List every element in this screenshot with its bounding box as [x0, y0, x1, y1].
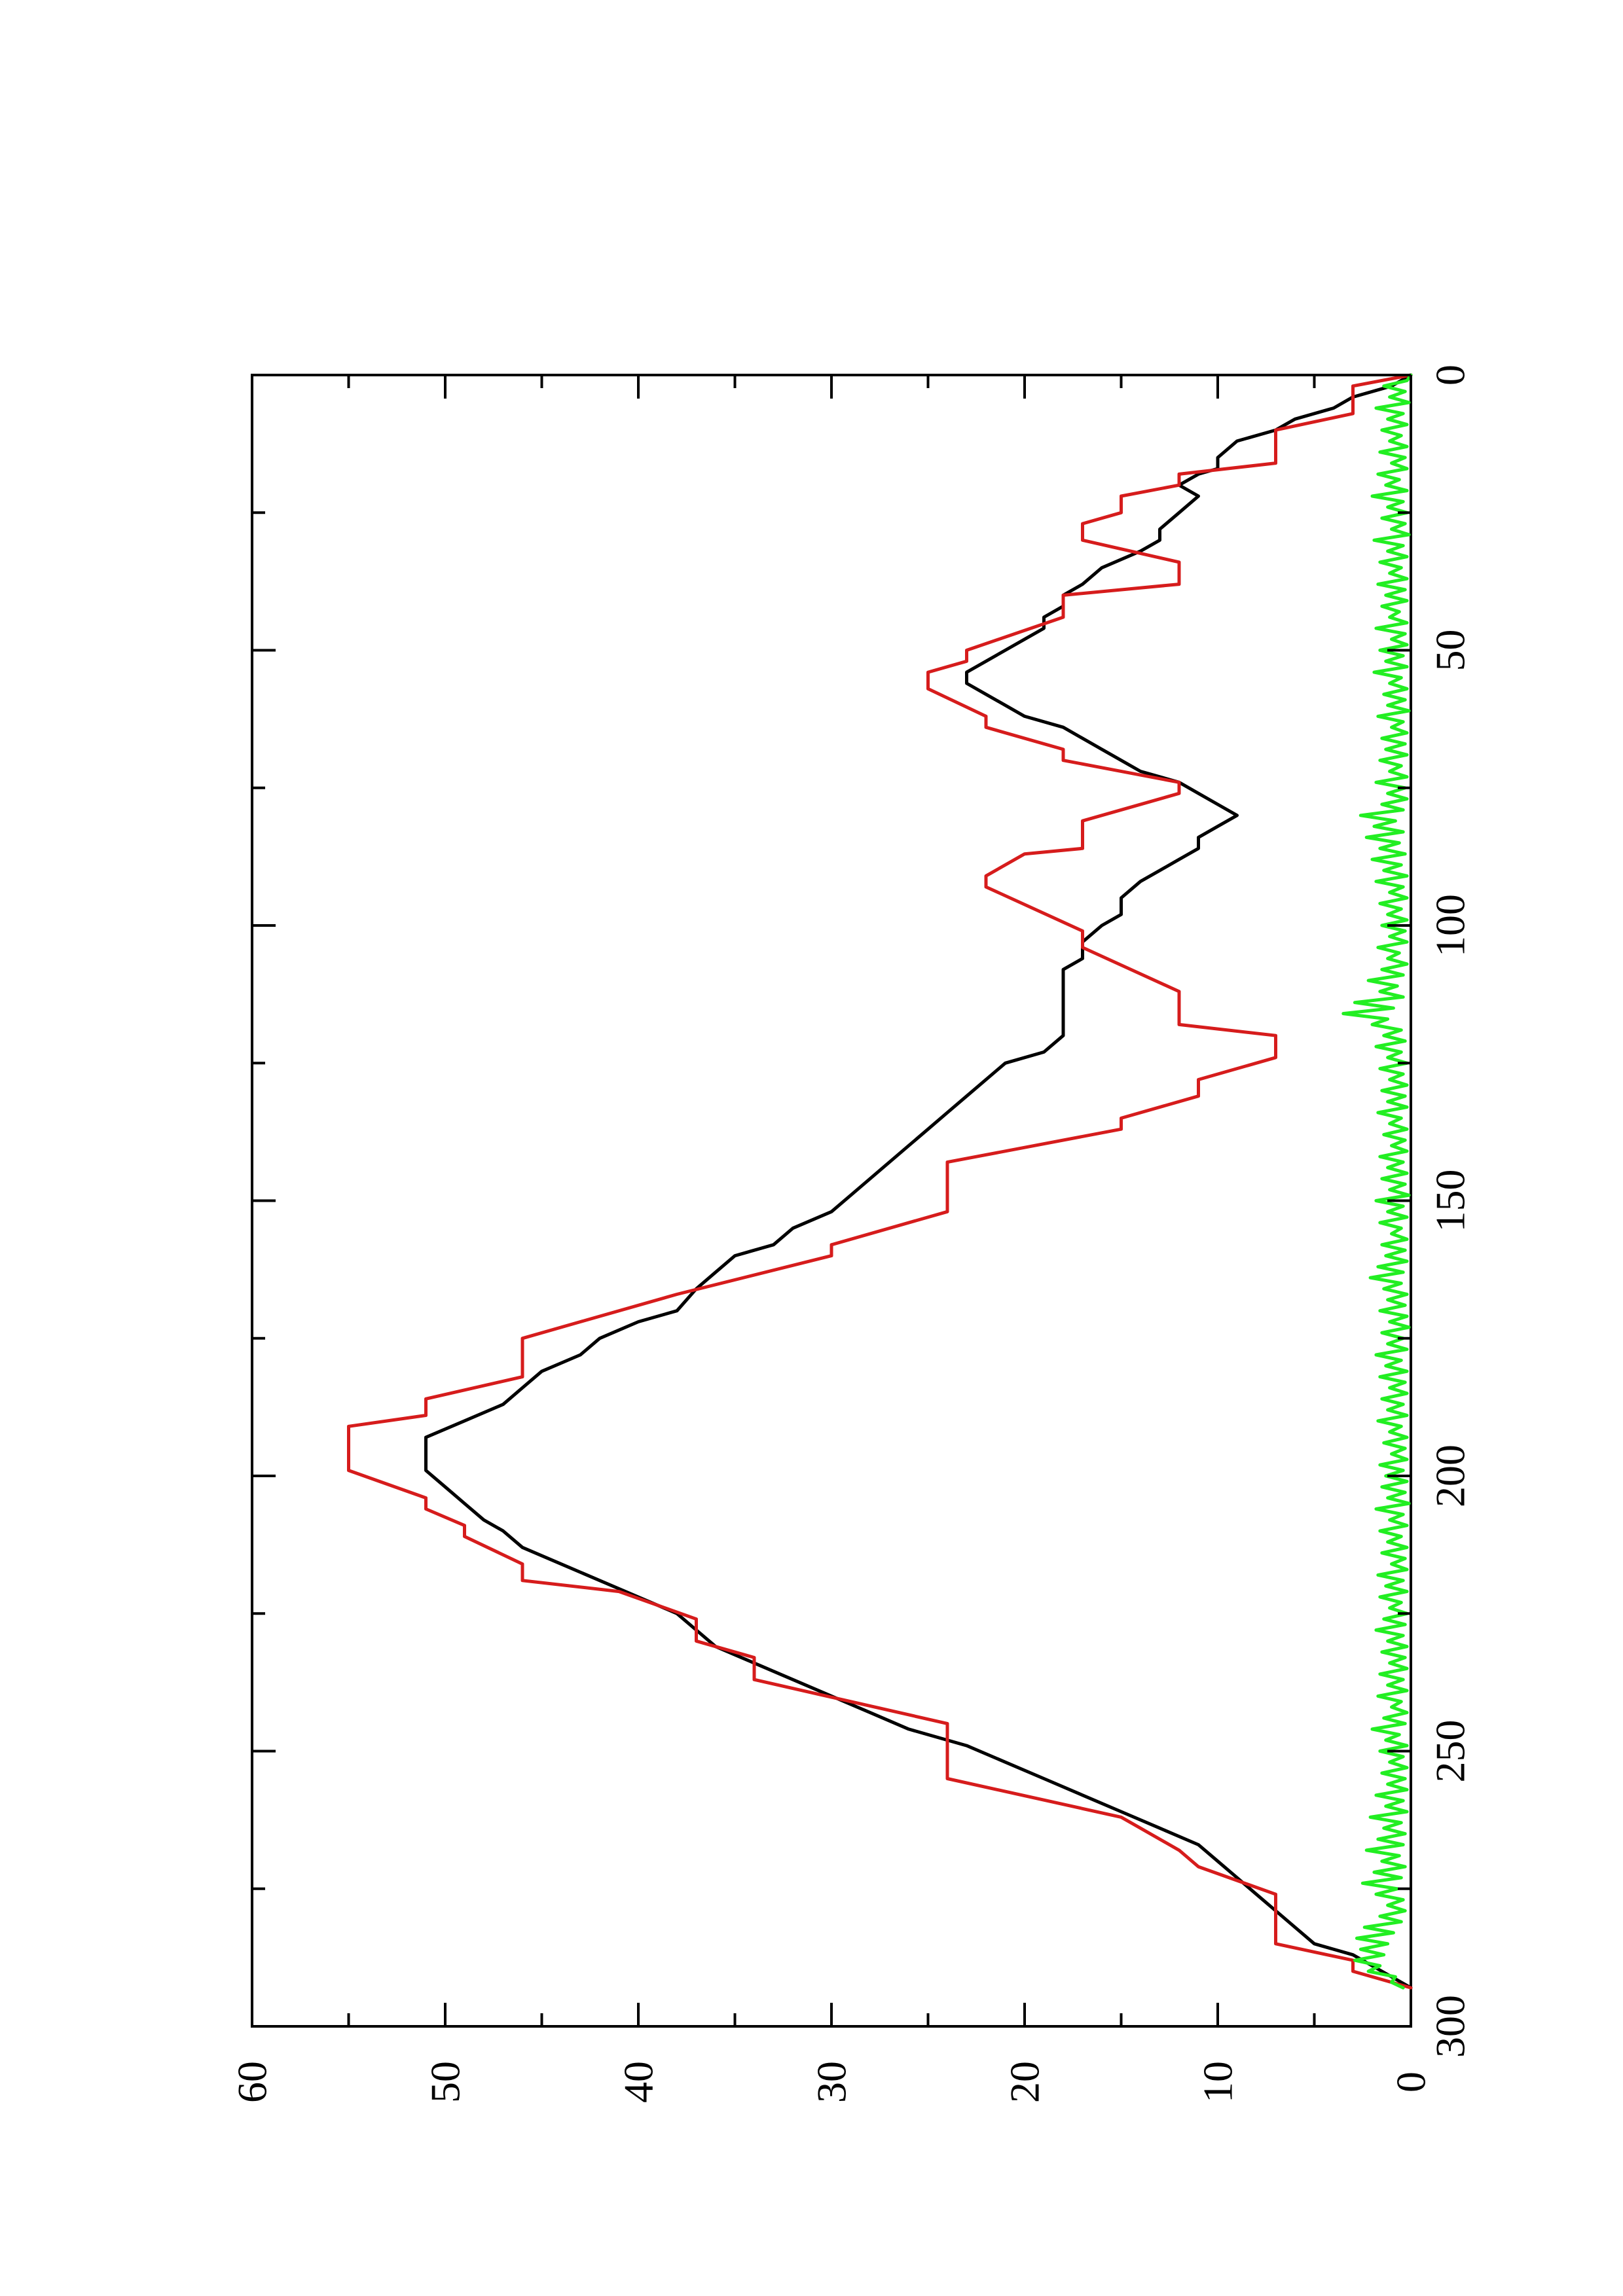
- x-tick-label: 200: [1427, 1444, 1474, 1507]
- series-line-3: [1341, 373, 1413, 1990]
- y-tick-label: 20: [1002, 2061, 1048, 2103]
- tick-labels-layer: 0 50 100 150 200 250 300 0 10 20 30 40 50 60: [229, 365, 1474, 2103]
- series-line-2: [347, 373, 1413, 1990]
- x-tick-label: 300: [1427, 1995, 1474, 2058]
- y-tick-label: 60: [229, 2061, 276, 2103]
- x-tick-label: 250: [1427, 1720, 1474, 1783]
- ticks-layer: [251, 374, 1412, 2028]
- y-tick-label: 10: [1195, 2061, 1241, 2103]
- series-layer: [347, 373, 1413, 1990]
- x-tick-label: 100: [1427, 894, 1474, 957]
- y-tick-label: 30: [809, 2061, 855, 2103]
- y-tick-label: 40: [615, 2061, 662, 2103]
- y-tick-label: 50: [422, 2061, 469, 2103]
- x-tick-label: 0: [1427, 365, 1474, 386]
- y-tick-label: 0: [1388, 2072, 1434, 2092]
- x-tick-label: 50: [1427, 630, 1474, 672]
- x-tick-label: 150: [1427, 1170, 1474, 1232]
